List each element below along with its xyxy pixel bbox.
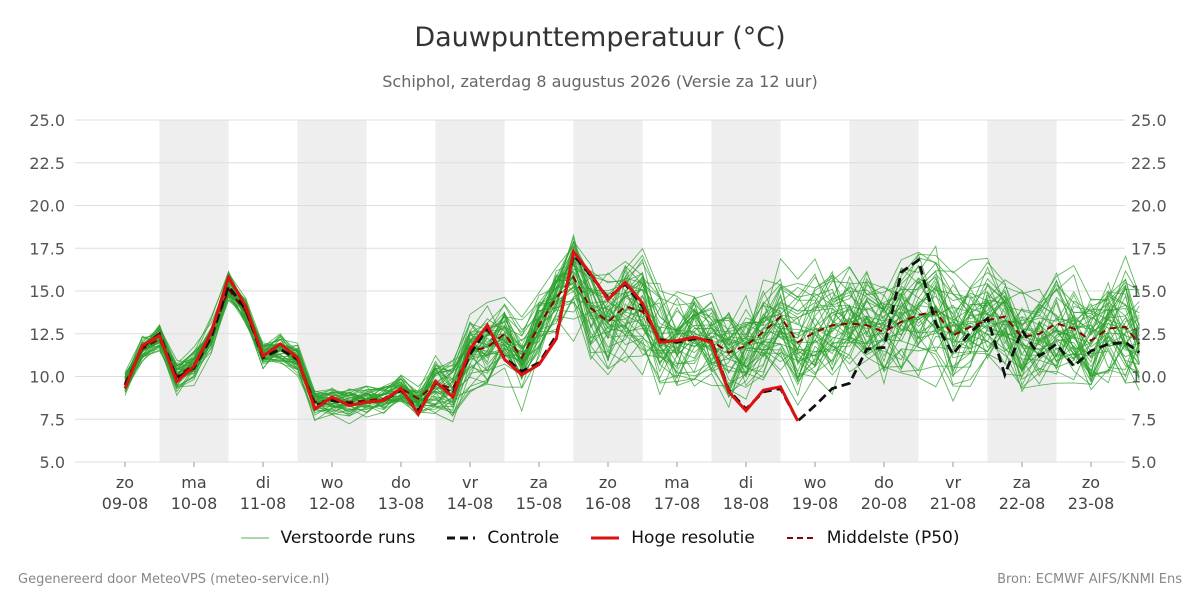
x-tick-date: 13-08 bbox=[378, 494, 425, 513]
legend-swatch-ensemble bbox=[240, 537, 269, 539]
y-tick-label-right: 15.0 bbox=[1131, 282, 1167, 301]
x-tick-date: 11-08 bbox=[240, 494, 287, 513]
legend-item-hires[interactable]: Hoge resolutie bbox=[591, 528, 755, 548]
chart-subtitle: Schiphol, zaterdag 8 augustus 2026 (Vers… bbox=[382, 72, 818, 91]
y-tick-label-right: 25.0 bbox=[1131, 111, 1167, 130]
ensemble-run-line bbox=[124, 277, 1140, 418]
x-tick-date: 17-08 bbox=[654, 494, 701, 513]
x-tick-date: 09-08 bbox=[102, 494, 149, 513]
x-tick-day: di bbox=[256, 473, 271, 492]
y-tick-label-right: 12.5 bbox=[1131, 325, 1167, 344]
legend-label-control: Controle bbox=[487, 528, 560, 548]
axis-labels: 5.0 5.0 7.5 7.5 10.0 10.0 12.5 12.5 15.0 15.0 17.5… bbox=[29, 111, 1166, 513]
legend-label-hires: Hoge resolutie bbox=[631, 528, 755, 548]
ensemble-run-line bbox=[124, 241, 1140, 408]
legend-label-ensemble: Verstoorde runs bbox=[280, 528, 416, 548]
y-tick-label-right: 17.5 bbox=[1131, 239, 1167, 258]
ensemble-run-line bbox=[124, 271, 1140, 411]
x-tick-day: ma bbox=[181, 473, 206, 492]
ensemble-run-line bbox=[124, 264, 1140, 409]
hires-line bbox=[123, 248, 800, 422]
ensemble-run-line bbox=[124, 276, 1140, 408]
legend-swatch-median bbox=[786, 537, 815, 539]
legend-item-control[interactable]: Controle bbox=[447, 528, 559, 548]
ensemble-run-line bbox=[124, 246, 1140, 405]
y-tick-label-right: 20.0 bbox=[1131, 197, 1167, 216]
legend-swatch-control bbox=[447, 536, 476, 540]
x-tick-day: do bbox=[874, 473, 894, 492]
x-tick-date: 14-08 bbox=[447, 494, 494, 513]
legend: Verstoorde runs Controle Hoge resolutie … bbox=[0, 528, 1200, 548]
x-tick-day: wo bbox=[804, 473, 827, 492]
y-tick-label-left: 12.5 bbox=[29, 325, 65, 344]
legend-label-median: Middelste (P50) bbox=[826, 528, 960, 548]
x-tick-day: zo bbox=[116, 473, 134, 492]
x-tick-date: 20-08 bbox=[861, 494, 908, 513]
x-tick-day: wo bbox=[321, 473, 344, 492]
x-tick-date: 18-08 bbox=[723, 494, 770, 513]
x-tick-date: 19-08 bbox=[792, 494, 839, 513]
legend-item-ensemble[interactable]: Verstoorde runs bbox=[240, 528, 416, 548]
ensemble-run-line bbox=[124, 254, 1140, 415]
y-tick-label-left: 5.0 bbox=[40, 453, 65, 472]
x-tick-date: 12-08 bbox=[309, 494, 356, 513]
x-tick-date: 15-08 bbox=[516, 494, 563, 513]
legend-item-median[interactable]: Middelste (P50) bbox=[786, 528, 960, 548]
ensemble-run-line bbox=[124, 264, 1140, 417]
x-tick-day: za bbox=[530, 473, 548, 492]
x-tick-date: 10-08 bbox=[171, 494, 218, 513]
x-tick-day: ma bbox=[664, 473, 689, 492]
x-tick-day: do bbox=[391, 473, 411, 492]
x-tick-day: zo bbox=[599, 473, 617, 492]
footer-source: Bron: ECMWF AIFS/KNMI Ens bbox=[997, 572, 1182, 587]
y-tick-label-left: 17.5 bbox=[29, 239, 65, 258]
y-tick-label-left: 20.0 bbox=[29, 197, 65, 216]
x-tick-date: 21-08 bbox=[930, 494, 977, 513]
control-line bbox=[123, 252, 1141, 424]
x-tick-date: 23-08 bbox=[1068, 494, 1115, 513]
x-tick-day: di bbox=[739, 473, 754, 492]
x-tick-day: za bbox=[1013, 473, 1031, 492]
ensemble-run-line bbox=[124, 270, 1140, 406]
ensemble-run-line bbox=[124, 254, 1140, 422]
y-tick-label-right: 22.5 bbox=[1131, 154, 1167, 173]
x-tick-day: vr bbox=[462, 473, 478, 492]
x-tick-date: 22-08 bbox=[999, 494, 1046, 513]
footer-credit: Gegenereerd door MeteoVPS (meteo-service… bbox=[18, 572, 330, 587]
y-tick-label-right: 10.0 bbox=[1131, 368, 1167, 387]
x-tick-day: vr bbox=[945, 473, 961, 492]
y-tick-label-left: 15.0 bbox=[29, 282, 65, 301]
y-tick-label-left: 7.5 bbox=[40, 410, 65, 429]
ensemble-run-line bbox=[124, 266, 1140, 423]
y-tick-label-right: 7.5 bbox=[1131, 410, 1156, 429]
x-tick-day: zo bbox=[1082, 473, 1100, 492]
y-tick-label-left: 25.0 bbox=[29, 111, 65, 130]
y-tick-label-left: 10.0 bbox=[29, 368, 65, 387]
y-tick-label-right: 5.0 bbox=[1131, 453, 1156, 472]
legend-swatch-hires bbox=[591, 536, 620, 540]
main-series bbox=[123, 248, 1141, 424]
y-tick-label-left: 22.5 bbox=[29, 154, 65, 173]
chart-title: Dauwpunttemperatuur (°C) bbox=[414, 22, 786, 53]
ensemble-run-line bbox=[124, 257, 1140, 414]
x-tick-date: 16-08 bbox=[585, 494, 632, 513]
ensemble-run-line bbox=[124, 271, 1140, 413]
